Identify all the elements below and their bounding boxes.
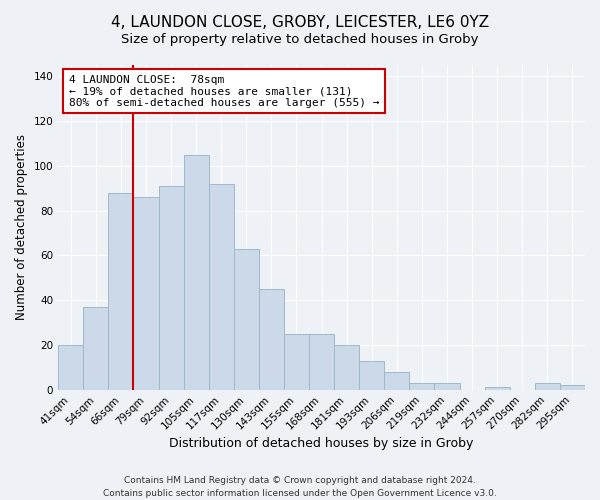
Bar: [158, 186, 184, 390]
Bar: [434, 383, 460, 390]
Bar: [109, 192, 133, 390]
Bar: [209, 184, 234, 390]
Text: Contains HM Land Registry data © Crown copyright and database right 2024.
Contai: Contains HM Land Registry data © Crown c…: [103, 476, 497, 498]
Text: Size of property relative to detached houses in Groby: Size of property relative to detached ho…: [121, 32, 479, 46]
Y-axis label: Number of detached properties: Number of detached properties: [15, 134, 28, 320]
Text: 4, LAUNDON CLOSE, GROBY, LEICESTER, LE6 0YZ: 4, LAUNDON CLOSE, GROBY, LEICESTER, LE6 …: [111, 15, 489, 30]
Bar: [284, 334, 309, 390]
Bar: [58, 345, 83, 390]
Bar: [535, 383, 560, 390]
Text: 4 LAUNDON CLOSE:  78sqm
← 19% of detached houses are smaller (131)
80% of semi-d: 4 LAUNDON CLOSE: 78sqm ← 19% of detached…: [69, 74, 379, 108]
Bar: [485, 388, 510, 390]
Bar: [259, 289, 284, 390]
Bar: [83, 307, 109, 390]
Bar: [359, 360, 385, 390]
X-axis label: Distribution of detached houses by size in Groby: Distribution of detached houses by size …: [169, 437, 474, 450]
Bar: [334, 345, 359, 390]
Bar: [309, 334, 334, 390]
Bar: [234, 248, 259, 390]
Bar: [560, 385, 585, 390]
Bar: [184, 154, 209, 390]
Bar: [133, 197, 158, 390]
Bar: [385, 372, 409, 390]
Bar: [409, 383, 434, 390]
